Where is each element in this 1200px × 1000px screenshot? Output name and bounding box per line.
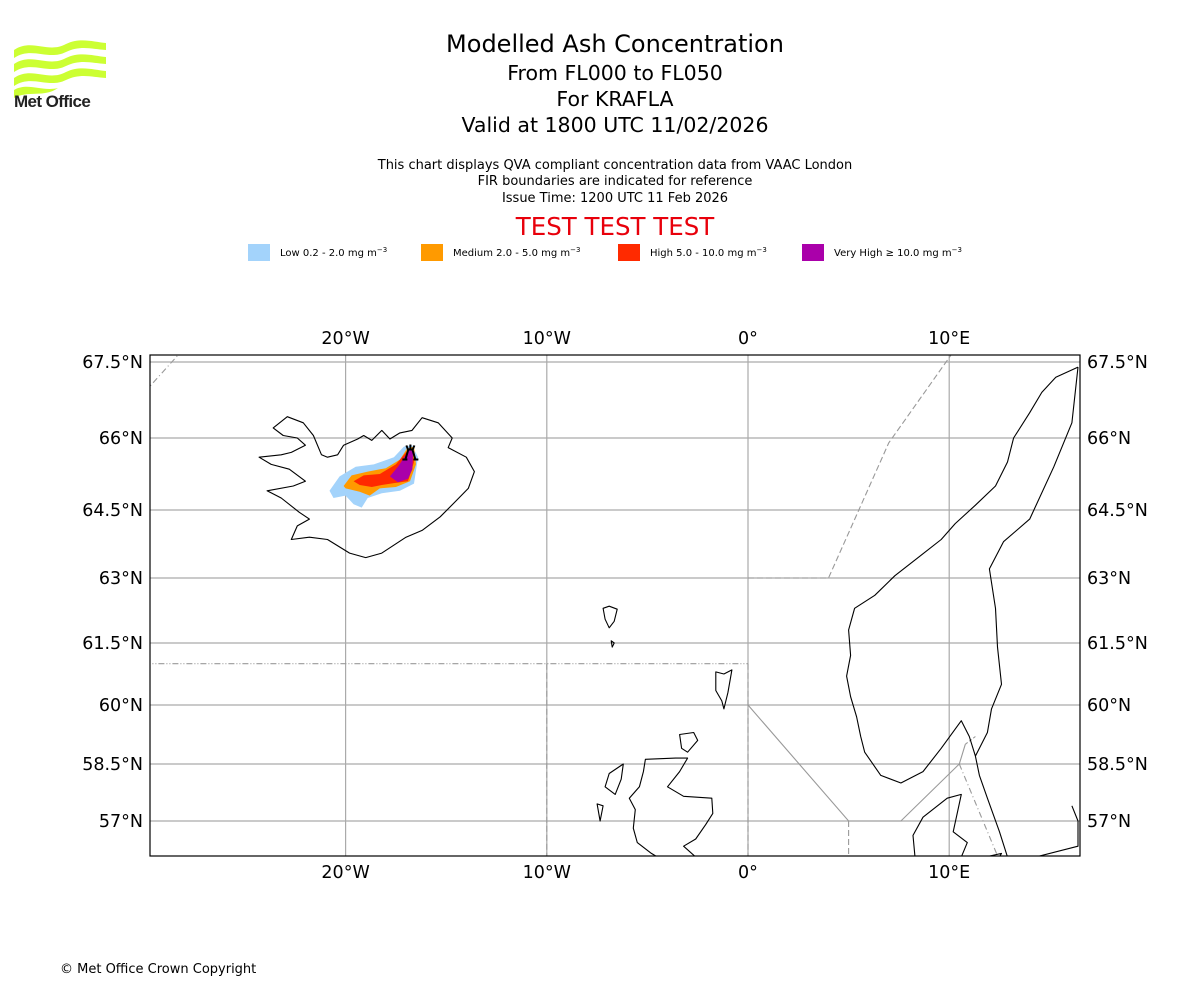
lon-label-bottom: 10°W xyxy=(523,863,571,883)
fir-boundary-line xyxy=(150,355,179,388)
lon-label-top: 0° xyxy=(738,329,758,349)
fir-boundary-line xyxy=(747,704,966,822)
lat-label-left: 63°N xyxy=(99,569,143,589)
legend-exp-very-high: −3 xyxy=(951,246,962,254)
lat-label-right: 57°N xyxy=(1087,812,1131,832)
fir-boundary-line xyxy=(748,355,952,579)
volcano-symbol xyxy=(402,444,419,461)
coastline-hebrides xyxy=(604,763,624,795)
legend-label-low: Low 0.2 - 2.0 mg m xyxy=(280,248,377,259)
volcano-name: For KRAFLA xyxy=(556,87,674,111)
lat-label-left: 66°N xyxy=(99,429,143,449)
coastline-denmark xyxy=(912,793,968,856)
met-office-logo-text: Met Office xyxy=(14,92,91,111)
lon-label-top: 10°W xyxy=(523,329,571,349)
legend-swatch-high xyxy=(618,244,640,261)
lat-label-left: 67.5°N xyxy=(82,353,143,373)
lat-label-right: 61.5°N xyxy=(1087,634,1148,654)
legend-swatch-medium xyxy=(421,244,443,261)
legend-item-low: Low 0.2 - 2.0 mg m−3 xyxy=(248,244,387,261)
ash-plume xyxy=(329,445,418,508)
legend-exp-high: −3 xyxy=(756,246,767,254)
legend-label-very-high: Very High ≥ 10.0 mg m xyxy=(834,248,952,259)
lat-label-left: 58.5°N xyxy=(82,755,143,775)
chart-notes: This chart displays QVA compliant concen… xyxy=(0,158,1200,207)
coastline-norwayInland xyxy=(974,367,1079,757)
coastline-norway xyxy=(846,366,1079,856)
lon-label-top: 20°W xyxy=(321,329,369,349)
lat-label-right: 67.5°N xyxy=(1087,353,1148,373)
met-office-logo xyxy=(14,40,106,98)
copyright: © Met Office Crown Copyright xyxy=(60,962,257,977)
lon-label-bottom: 0° xyxy=(738,863,758,883)
coastline-faroe xyxy=(602,605,618,629)
met-office-waves-logo-icon xyxy=(14,40,106,98)
legend-item-very-high: Very High ≥ 10.0 mg m−3 xyxy=(802,244,962,261)
map-frame xyxy=(149,354,1081,857)
coastline-shetland xyxy=(715,669,733,710)
fir-boundaries xyxy=(150,355,999,856)
lat-label-right: 58.5°N xyxy=(1087,755,1148,775)
lat-label-right: 66°N xyxy=(1087,429,1131,449)
chart-title: Modelled Ash Concentration xyxy=(446,30,784,58)
lat-label-right: 60°N xyxy=(1087,696,1131,716)
coastline-orkney xyxy=(679,731,699,753)
valid-time: Valid at 1800 UTC 11/02/2026 xyxy=(461,113,769,137)
lat-label-left: 60°N xyxy=(99,696,143,716)
legend-item-medium: Medium 2.0 - 5.0 mg m−3 xyxy=(421,244,580,261)
legend: Low 0.2 - 2.0 mg m−3 Medium 2.0 - 5.0 mg… xyxy=(0,244,1200,264)
lat-label-right: 64.5°N xyxy=(1087,501,1148,521)
lat-label-left: 57°N xyxy=(99,812,143,832)
legend-swatch-very-high xyxy=(802,244,824,261)
lon-label-bottom: 20°W xyxy=(321,863,369,883)
lat-label-left: 61.5°N xyxy=(82,634,143,654)
legend-item-high: High 5.0 - 10.0 mg m−3 xyxy=(618,244,767,261)
issue-time: Issue Time: 1200 UTC 11 Feb 2026 xyxy=(501,190,729,206)
chart-header: Modelled Ash Concentration From FL000 to… xyxy=(0,28,1200,138)
legend-label-medium: Medium 2.0 - 5.0 mg m xyxy=(453,248,571,259)
note-fir: FIR boundaries are indicated for referen… xyxy=(477,174,753,190)
legend-exp-low: −3 xyxy=(376,246,388,254)
legend-exp-medium: −3 xyxy=(570,246,581,254)
legend-label-high: High 5.0 - 10.0 mg m xyxy=(650,248,757,259)
legend-swatch-low xyxy=(248,244,270,261)
coastline-faroe2 xyxy=(610,640,615,648)
axis-ticks: 20°W 20°W 10°W 10°W 0° 0° 10°E 10°E 67.5°N 67.5°N… xyxy=(82,329,1148,883)
flight-levels: From FL000 to FL050 xyxy=(507,61,723,85)
lon-label-bottom: 10°E xyxy=(928,863,970,883)
lat-label-left: 64.5°N xyxy=(82,501,143,521)
note-qva: This chart displays QVA compliant concen… xyxy=(377,158,853,173)
coastline-hebrides2 xyxy=(596,803,604,822)
fir-boundary-line xyxy=(958,763,999,856)
coastline-iceland xyxy=(258,416,475,559)
lat-label-right: 63°N xyxy=(1087,569,1131,589)
coastlines xyxy=(258,366,1079,856)
test-banner: TEST TEST TEST xyxy=(515,212,715,241)
coastline-zealand xyxy=(987,852,1003,856)
lon-label-top: 10°E xyxy=(928,329,970,349)
coastline-scotland xyxy=(628,757,714,856)
graticule xyxy=(150,355,1080,856)
volcano-icon xyxy=(402,444,419,461)
